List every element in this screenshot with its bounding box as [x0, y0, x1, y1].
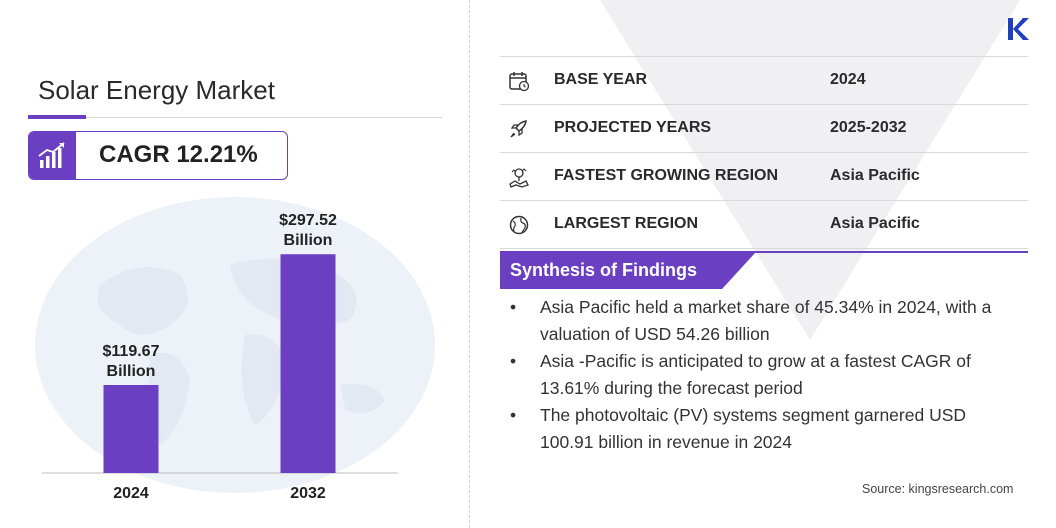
data-label-value: $119.67: [103, 343, 160, 360]
findings-list: Asia Pacific held a market share of 45.3…: [510, 294, 1020, 456]
kings-research-logo: [1008, 18, 1029, 40]
source-citation: Source: kingsresearch.com: [862, 482, 1014, 496]
largest-region-label: LARGEST REGION: [554, 215, 699, 232]
cagr-value: CAGR 12.21%: [99, 141, 258, 168]
synthesis-header-banner: [500, 253, 755, 289]
fastest-region-label: FASTEST GROWING REGION: [554, 167, 779, 184]
info-row-largest-region: LARGEST REGION Asia Pacific: [500, 201, 1028, 249]
projected-years-value: 2025-2032: [830, 119, 907, 136]
title-accent-bar: [28, 115, 86, 119]
market-info-table: BASE YEAR 2024 PROJECTED YEARS 2025-2032…: [500, 56, 1028, 249]
cagr-badge: CAGR 12.21%: [28, 131, 288, 180]
x-tick-label: 2032: [290, 485, 326, 502]
title-underline: [28, 117, 442, 118]
data-label-unit: Billion: [107, 363, 156, 380]
synthesis-rule: [500, 251, 1028, 253]
bar-2032: [280, 254, 336, 473]
data-label-unit: Billion: [284, 232, 333, 249]
largest-region-value: Asia Pacific: [830, 215, 920, 232]
base-year-label: BASE YEAR: [554, 71, 648, 88]
finding-item: Asia Pacific held a market share of 45.3…: [510, 294, 1020, 348]
finding-item: The photovoltaic (PV) systems segment ga…: [510, 402, 1020, 456]
calendar-icon: [509, 72, 530, 92]
page-title: Solar Energy Market: [38, 75, 275, 105]
info-row-base-year: BASE YEAR 2024: [500, 56, 1028, 105]
projected-years-label: PROJECTED YEARS: [554, 119, 712, 136]
background-triangle-decoration: [600, 0, 1020, 340]
x-tick-label: 2024: [113, 485, 149, 502]
chart-growth-icon: [29, 132, 76, 179]
info-row-fastest-region: FASTEST GROWING REGION Asia Pacific: [500, 153, 1028, 201]
fastest-region-value: Asia Pacific: [830, 167, 920, 184]
rocket-icon: [510, 120, 527, 138]
base-year-value: 2024: [830, 71, 866, 88]
info-row-projected-years: PROJECTED YEARS 2025-2032: [500, 105, 1028, 153]
globe-icon: [509, 215, 529, 235]
bar-chart: $119.67 Billion 2024 $297.52 Billion 2032: [42, 212, 398, 502]
synthesis-heading: Synthesis of Findings: [510, 260, 698, 280]
map-region-icon: [509, 168, 529, 188]
bar-2024: [103, 385, 159, 473]
data-label-value: $297.52: [279, 212, 337, 229]
panel-divider: [469, 0, 470, 528]
finding-item: Asia -Pacific is anticipated to grow at …: [510, 348, 1020, 402]
